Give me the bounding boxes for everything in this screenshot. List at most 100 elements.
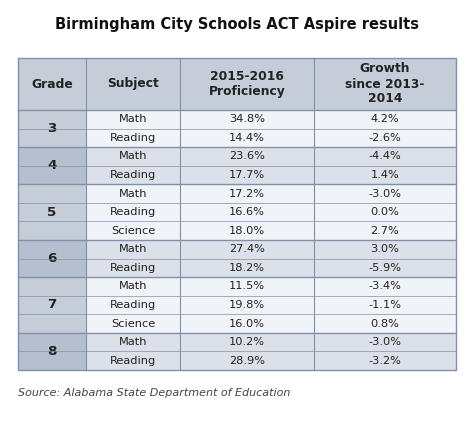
Text: 17.2%: 17.2%: [229, 189, 265, 199]
Text: 1.4%: 1.4%: [371, 170, 399, 180]
Bar: [180, 147, 314, 166]
Text: 2.7%: 2.7%: [371, 226, 399, 236]
Text: Math: Math: [118, 151, 147, 161]
Bar: [18, 259, 86, 277]
Text: -3.4%: -3.4%: [368, 282, 401, 291]
Text: 4: 4: [47, 159, 56, 172]
Bar: [18, 222, 86, 240]
Bar: [18, 110, 86, 129]
Bar: [314, 203, 456, 222]
Bar: [86, 147, 180, 166]
Text: 3.0%: 3.0%: [370, 244, 399, 254]
Bar: [18, 58, 456, 370]
Bar: [180, 259, 314, 277]
Text: 14.4%: 14.4%: [229, 133, 265, 143]
Text: Math: Math: [118, 282, 147, 291]
Text: Reading: Reading: [110, 133, 156, 143]
Bar: [18, 314, 86, 333]
Text: Reading: Reading: [110, 207, 156, 217]
Bar: [86, 110, 180, 129]
Text: 17.7%: 17.7%: [229, 170, 265, 180]
Text: Math: Math: [118, 114, 147, 124]
Text: Source: Alabama State Department of Education: Source: Alabama State Department of Educ…: [18, 388, 291, 398]
Bar: [86, 222, 180, 240]
Bar: [180, 296, 314, 314]
Bar: [314, 240, 456, 259]
Text: 6: 6: [47, 252, 56, 265]
Text: -3.2%: -3.2%: [368, 356, 401, 366]
Bar: [180, 277, 314, 296]
Bar: [86, 314, 180, 333]
Bar: [314, 222, 456, 240]
Bar: [86, 351, 180, 370]
Bar: [314, 110, 456, 129]
Bar: [86, 333, 180, 351]
Bar: [314, 147, 456, 166]
Text: 23.6%: 23.6%: [229, 151, 265, 161]
Text: 16.0%: 16.0%: [229, 319, 265, 328]
Bar: [86, 166, 180, 184]
Bar: [18, 240, 86, 259]
Text: Subject: Subject: [107, 78, 159, 90]
Text: Math: Math: [118, 337, 147, 347]
Bar: [18, 184, 86, 203]
Text: 8: 8: [47, 345, 57, 358]
Bar: [314, 129, 456, 147]
Text: 28.9%: 28.9%: [229, 356, 265, 366]
Bar: [86, 184, 180, 203]
Bar: [180, 333, 314, 351]
Text: -4.4%: -4.4%: [368, 151, 401, 161]
Text: -1.1%: -1.1%: [368, 300, 401, 310]
Text: 11.5%: 11.5%: [229, 282, 265, 291]
Text: Grade: Grade: [31, 78, 73, 90]
Text: Reading: Reading: [110, 300, 156, 310]
Bar: [180, 222, 314, 240]
Text: 27.4%: 27.4%: [229, 244, 265, 254]
Text: Growth
since 2013-
2014: Growth since 2013- 2014: [345, 63, 425, 106]
Text: Math: Math: [118, 244, 147, 254]
Text: Reading: Reading: [110, 263, 156, 273]
Bar: [180, 184, 314, 203]
Bar: [180, 240, 314, 259]
Text: 18.2%: 18.2%: [229, 263, 265, 273]
Text: 5: 5: [47, 206, 56, 219]
Text: 19.8%: 19.8%: [229, 300, 265, 310]
Text: Birmingham City Schools ACT Aspire results: Birmingham City Schools ACT Aspire resul…: [55, 17, 419, 32]
Bar: [314, 296, 456, 314]
Bar: [314, 166, 456, 184]
Bar: [18, 147, 86, 166]
Bar: [18, 333, 86, 351]
Bar: [18, 277, 86, 296]
Bar: [314, 184, 456, 203]
Bar: [180, 166, 314, 184]
Bar: [18, 203, 86, 222]
Text: 0.8%: 0.8%: [370, 319, 399, 328]
Bar: [86, 240, 180, 259]
Bar: [86, 296, 180, 314]
Text: 18.0%: 18.0%: [229, 226, 265, 236]
Text: Reading: Reading: [110, 170, 156, 180]
Bar: [314, 333, 456, 351]
Text: Math: Math: [118, 189, 147, 199]
Text: 16.6%: 16.6%: [229, 207, 265, 217]
Text: 3: 3: [47, 122, 56, 135]
Bar: [180, 351, 314, 370]
Text: 7: 7: [47, 299, 56, 311]
Bar: [314, 277, 456, 296]
Bar: [314, 259, 456, 277]
Bar: [180, 314, 314, 333]
Bar: [18, 296, 86, 314]
Text: 34.8%: 34.8%: [229, 114, 265, 124]
Text: Science: Science: [111, 319, 155, 328]
Bar: [18, 129, 86, 147]
Bar: [18, 58, 456, 110]
Text: 2015-2016
Proficiency: 2015-2016 Proficiency: [209, 70, 285, 98]
Bar: [180, 110, 314, 129]
Bar: [180, 129, 314, 147]
Bar: [86, 259, 180, 277]
Bar: [86, 203, 180, 222]
Bar: [314, 351, 456, 370]
Bar: [18, 166, 86, 184]
Text: Science: Science: [111, 226, 155, 236]
Bar: [86, 129, 180, 147]
